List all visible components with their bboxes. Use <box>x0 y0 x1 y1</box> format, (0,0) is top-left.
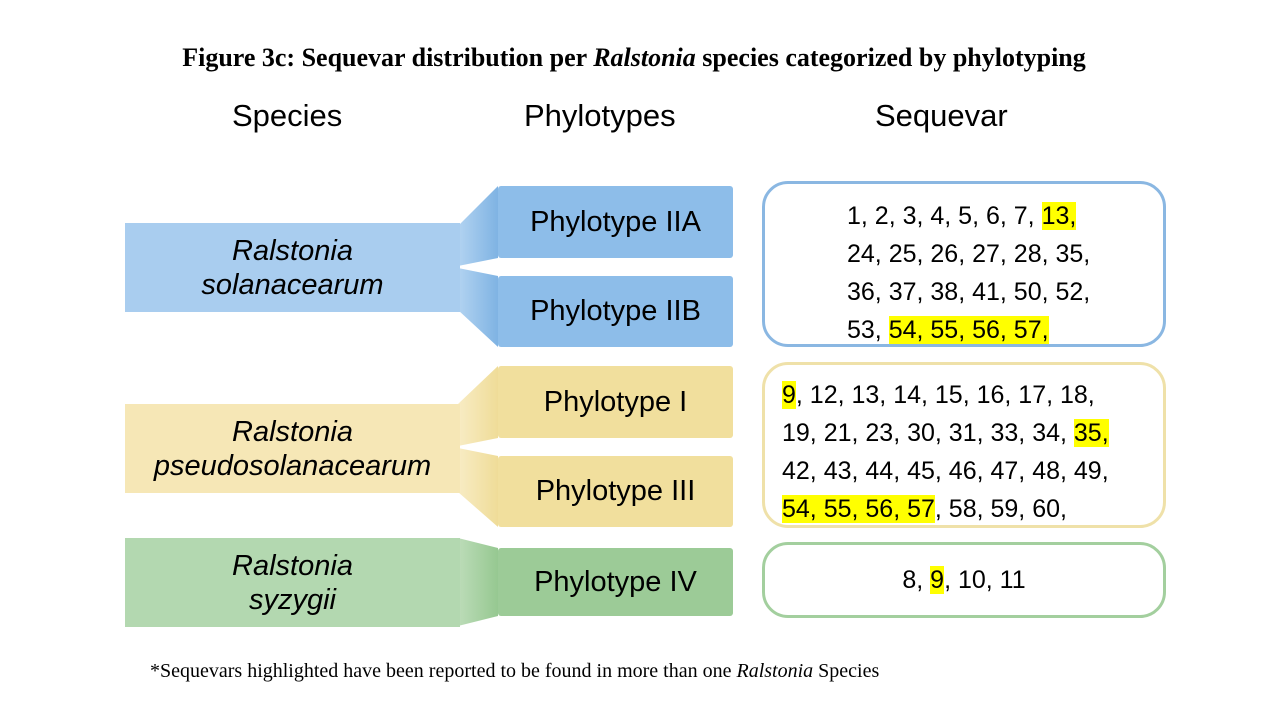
figure-title: Figure 3c: Sequevar distribution per Ral… <box>0 43 1268 73</box>
sequevar-highlight: 9 <box>930 566 945 594</box>
connector-syzygii-iv <box>458 538 498 626</box>
sequevar-highlight: 35, <box>1073 419 1109 447</box>
sequevar-highlight: 54, 55, 56, 57 <box>782 495 935 523</box>
connector-solanacearum-iia <box>458 186 498 266</box>
sequevar-box-syzygii: 8, 9, 10, 11 <box>762 542 1166 618</box>
sequevar-text: 19, 21, 23, 30, 31, 33, 34, <box>782 419 1074 447</box>
sequevar-line: 36, 37, 38, 41, 50, 52, <box>847 273 1163 311</box>
footnote-genus: Ralstonia <box>736 660 814 682</box>
sequevar-line: 8, 9, 10, 11 <box>902 561 1026 599</box>
species-box-syzygii: Ralstonia syzygii <box>125 538 460 627</box>
species-genus: Ralstonia <box>232 234 353 267</box>
title-genus: Ralstonia <box>593 43 696 72</box>
phylotype-box-iia: Phylotype IIA <box>498 186 733 258</box>
sequevar-text: 42, 43, 44, 45, 46, 47, 48, 49, <box>782 457 1109 485</box>
sequevar-line: 1, 2, 3, 4, 5, 6, 7, 13, <box>847 197 1163 235</box>
sequevar-highlight: 13, <box>1041 202 1077 230</box>
sequevar-line: 19, 21, 23, 30, 31, 33, 34, 35, <box>782 414 1163 452</box>
species-epithet: solanacearum <box>201 268 384 301</box>
sequevar-highlight: 54, 55, 56, 57, <box>888 316 1049 344</box>
sequevar-text: 53, <box>847 316 889 344</box>
sequevar-text: , 10, 11 <box>944 566 1026 594</box>
title-prefix: Figure 3c: Sequevar distribution per <box>182 43 594 72</box>
footnote-suffix: Species <box>813 660 880 682</box>
sequevar-text: , 12, 13, 14, 15, 16, 17, 18, <box>795 381 1095 409</box>
phylotypes-column-header: Phylotypes <box>524 98 676 133</box>
phylotype-box-iib: Phylotype IIB <box>498 276 733 347</box>
species-column-header: Species <box>232 98 343 133</box>
sequevar-line: 24, 25, 26, 27, 28, 35, <box>847 235 1163 273</box>
connector-pseudosolanacearum-i <box>458 366 498 446</box>
phylotype-box-i: Phylotype I <box>498 366 733 438</box>
species-box-pseudosolanacearum: Ralstonia pseudosolanacearum <box>125 404 460 493</box>
species-epithet: pseudosolanacearum <box>153 449 432 482</box>
connector-solanacearum-iib <box>458 268 498 347</box>
sequevar-highlight: 9 <box>782 381 796 409</box>
sequevar-text: 1, 2, 3, 4, 5, 6, 7, <box>847 202 1042 230</box>
phylotype-box-iv: Phylotype IV <box>498 548 733 616</box>
sequevar-text: 24, 25, 26, 27, 28, 35, <box>847 240 1091 268</box>
species-epithet: syzygii <box>248 583 336 616</box>
title-suffix: species categorized by phylotyping <box>695 43 1086 72</box>
footnote: *Sequevars highlighted have been reporte… <box>150 660 879 683</box>
footnote-prefix: *Sequevars highlighted have been reporte… <box>150 660 737 682</box>
phylotype-box-iii: Phylotype III <box>498 456 733 527</box>
connector-pseudosolanacearum-iii <box>458 448 498 527</box>
species-genus: Ralstonia <box>232 415 353 448</box>
sequevar-text: , 58, 59, 60, <box>934 495 1067 523</box>
sequevar-text: 8, <box>902 566 931 594</box>
sequevar-box-pseudosolanacearum: 9, 12, 13, 14, 15, 16, 17, 18, 19, 21, 2… <box>762 362 1166 528</box>
sequevar-text: 36, 37, 38, 41, 50, 52, <box>847 278 1091 306</box>
sequevar-box-solanacearum: 1, 2, 3, 4, 5, 6, 7, 13, 24, 25, 26, 27,… <box>762 181 1166 347</box>
sequevar-line: 42, 43, 44, 45, 46, 47, 48, 49, <box>782 452 1163 490</box>
sequevar-line: 53, 54, 55, 56, 57, <box>847 311 1163 349</box>
sequevar-line: 54, 55, 56, 57, 58, 59, 60, <box>782 490 1163 528</box>
species-box-solanacearum: Ralstonia solanacearum <box>125 223 460 312</box>
sequevar-column-header: Sequevar <box>875 98 1008 133</box>
sequevar-line: 9, 12, 13, 14, 15, 16, 17, 18, <box>782 376 1163 414</box>
species-genus: Ralstonia <box>232 549 353 582</box>
